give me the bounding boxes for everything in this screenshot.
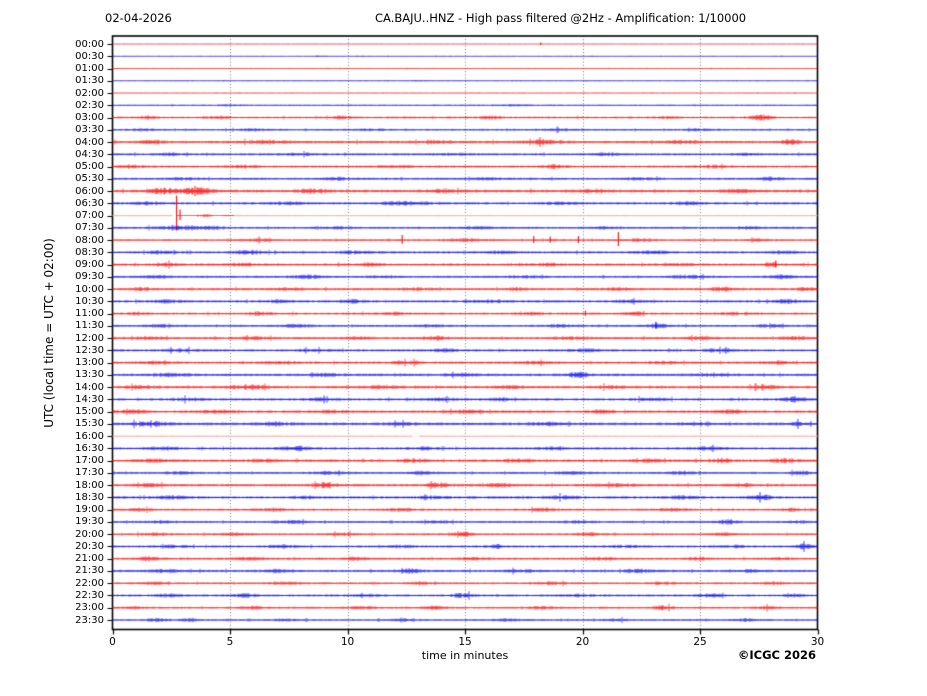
y-tick-label: 19:30 [75,516,104,528]
y-tick-label: 13:30 [75,369,104,381]
y-tick-label: 23:30 [75,614,104,626]
y-tick-label: 03:30 [75,124,104,136]
x-tick-label: 15 [458,636,472,648]
y-tick-label: 21:30 [75,565,104,577]
y-tick-label: 04:30 [75,148,104,160]
y-tick-label: 01:00 [75,63,104,74]
y-tick-label: 12:00 [75,332,104,344]
y-tick-label: 14:00 [75,381,104,393]
x-tick-label: 20 [575,636,590,648]
y-tick-label: 15:00 [75,406,104,418]
y-tick-label: 23:00 [75,602,104,614]
y-tick-label: 02:30 [75,99,104,111]
y-tick-label: 21:00 [75,553,104,565]
y-tick-label: 20:00 [75,528,104,540]
y-tick-label: 00:30 [75,50,104,62]
y-tick-label: 13:00 [75,357,104,369]
copyright-notice: ©ICGC 2026 [737,648,816,662]
y-tick-label: 06:30 [75,197,104,209]
y-tick-label: 11:00 [75,308,104,320]
y-tick-label: 18:00 [75,479,104,491]
y-tick-label: 20:30 [75,540,104,552]
y-tick-label: 17:00 [75,455,104,467]
y-tick-label: 12:30 [75,344,104,356]
y-tick-label: 09:30 [75,271,104,283]
y-tick-label: 22:30 [75,589,104,601]
x-tick-label: 30 [810,636,825,648]
y-tick-label: 11:30 [75,320,104,332]
y-tick-label: 16:00 [75,430,104,442]
y-tick-label: 00:00 [75,38,104,50]
y-tick-label: 18:30 [75,491,104,503]
y-tick-label: 03:00 [75,112,104,124]
y-tick-label: 06:00 [75,185,104,197]
y-tick-label: 01:30 [75,75,104,87]
y-tick-label: 10:30 [75,295,104,307]
y-tick-label: 17:30 [75,467,104,479]
y-tick-label: 15:30 [75,418,104,430]
y-tick-label: 10:00 [75,283,104,295]
y-tick-label: 02:00 [75,87,104,99]
x-tick-label: 25 [693,636,707,648]
y-tick-label: 08:30 [75,246,104,258]
date-label: 02-04-2026 [105,11,172,25]
y-tick-label: 19:00 [75,504,104,516]
y-tick-label: 05:30 [75,173,104,185]
y-tick-label: 07:30 [75,222,104,234]
x-tick-label: 5 [226,636,234,648]
station-title: CA.BAJU..HNZ - High pass filtered @2Hz -… [375,11,747,25]
y-tick-label: 16:30 [75,442,104,454]
x-tick-label: 0 [109,636,116,648]
x-axis-label: time in minutes [421,649,509,662]
y-tick-label: 04:00 [75,136,104,148]
y-tick-label: 08:00 [75,234,104,246]
y-tick-label: 09:00 [75,259,104,271]
y-tick-label: 05:00 [75,161,104,173]
y-tick-label: 22:00 [75,577,104,589]
y-tick-label: 14:30 [75,393,104,405]
x-tick-label: 10 [340,636,355,648]
y-tick-label: 07:00 [75,210,104,222]
